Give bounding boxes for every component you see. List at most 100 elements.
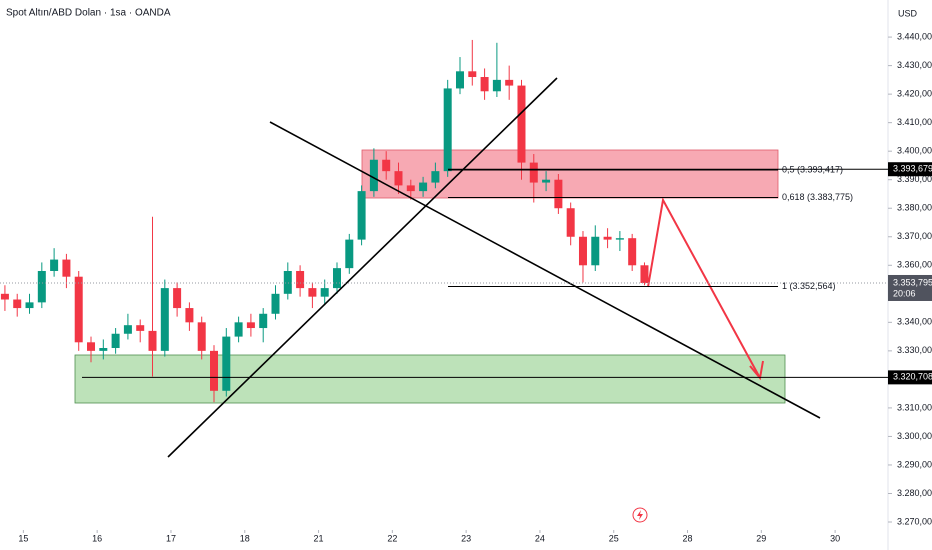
candle-body [87, 342, 96, 351]
y-tick-label: 3.340,000 [897, 317, 932, 327]
candle-body [443, 88, 452, 172]
y-tick-label: 3.400,000 [897, 146, 932, 156]
y-tick-label: 3.390,000 [897, 174, 932, 184]
candle-body [517, 85, 526, 163]
candle-body [406, 185, 415, 192]
arrow-head [749, 360, 764, 381]
current-price-label: 3.353,795 [893, 277, 932, 287]
x-tick-label: 25 [609, 533, 619, 543]
candle-body [160, 288, 169, 351]
trend-line [167, 77, 558, 458]
candle-body [210, 350, 219, 391]
candle-body [382, 159, 391, 172]
x-tick-label: 29 [756, 533, 766, 543]
candle-body [419, 182, 428, 192]
y-tick-label: 3.430,000 [897, 60, 932, 70]
candle-body [542, 179, 551, 183]
y-tick-label: 3.330,000 [897, 345, 932, 355]
supply-zone [361, 149, 779, 199]
current-price-tag [888, 274, 932, 301]
y-tick-label: 3.290,000 [897, 459, 932, 469]
x-tick-label: 23 [461, 533, 471, 543]
x-tick-label: 16 [92, 533, 102, 543]
candle-body [578, 236, 587, 266]
y-tick-label: 3.370,000 [897, 231, 932, 241]
candle-body [566, 208, 575, 237]
candle-body [283, 270, 292, 294]
x-tick-label: 21 [314, 533, 324, 543]
candle-body [628, 238, 637, 266]
current-price-time: 20:06 [893, 288, 916, 298]
x-tick-label: 24 [535, 533, 545, 543]
candle-body [0, 293, 9, 300]
candle-body [25, 302, 34, 309]
candle-body [394, 171, 403, 186]
candle-body [345, 239, 354, 269]
x-tick-label: 17 [166, 533, 176, 543]
x-tick-label: 18 [240, 533, 250, 543]
candle-body [148, 330, 157, 351]
level-label: 3.393,679 [893, 164, 932, 174]
candle-body [357, 191, 366, 240]
candle-body [173, 288, 182, 309]
trend-line [269, 121, 821, 419]
candle-body [246, 322, 255, 329]
candle-body [505, 79, 514, 86]
event-icon[interactable] [632, 507, 648, 523]
candle-body [369, 159, 378, 192]
candle-body [37, 270, 46, 303]
candle-body [50, 259, 59, 271]
y-tick-label: 3.300,000 [897, 431, 932, 441]
y-tick-label: 3.380,000 [897, 203, 932, 213]
y-tick-label: 3.270,000 [897, 516, 932, 526]
candle-body [271, 293, 280, 314]
candle-body [480, 77, 489, 92]
candle-body [111, 333, 120, 349]
candle-body [320, 288, 329, 297]
y-tick-label: 3.310,000 [897, 402, 932, 412]
fib-label: 1 (3.352,564) [782, 281, 836, 291]
candle-body [296, 270, 305, 289]
candle-body [123, 325, 132, 334]
y-tick-label: 3.410,000 [897, 117, 932, 127]
y-tick-label: 3.360,000 [897, 260, 932, 270]
candle-body [529, 162, 538, 183]
candle-body [332, 268, 341, 289]
candle-body [13, 299, 22, 309]
candle-body [554, 179, 563, 209]
candle-body [640, 265, 649, 283]
y-tick-label: 3.440,000 [897, 31, 932, 41]
candle-body [308, 288, 317, 297]
candle-body [603, 236, 612, 240]
chart-title: Spot Altın/ABD Dolan · 1sa · OANDA [6, 8, 171, 19]
x-tick-label: 30 [830, 533, 840, 543]
candles [0, 39, 649, 403]
x-tick-label: 22 [387, 533, 397, 543]
fib-label: 0,618 (3.383,775) [782, 192, 853, 202]
candle-body [468, 71, 477, 78]
candle-body [431, 171, 440, 183]
candle-body [259, 313, 268, 329]
y-tick-label: 3.420,000 [897, 89, 932, 99]
y-tick-label: 3.280,000 [897, 488, 932, 498]
candle-body [99, 348, 108, 351]
candle-body [197, 322, 206, 351]
level-label: 3.320,708 [893, 372, 932, 382]
fib-label: 0,5 (3.393,417) [782, 164, 843, 174]
projection-arrow [647, 196, 761, 379]
candle-body [62, 259, 71, 277]
level-tag [888, 162, 932, 177]
candle-body [234, 322, 243, 337]
demand-zone [74, 354, 786, 404]
candle-body [492, 79, 501, 92]
candle-body [222, 336, 231, 391]
event-icon-bolt [637, 510, 643, 520]
candle-body [74, 276, 83, 343]
x-tick-label: 15 [18, 533, 28, 543]
currency-label: USD [898, 8, 918, 18]
candle-body [455, 71, 464, 89]
candle-body [591, 236, 600, 266]
candle-body [615, 238, 624, 240]
